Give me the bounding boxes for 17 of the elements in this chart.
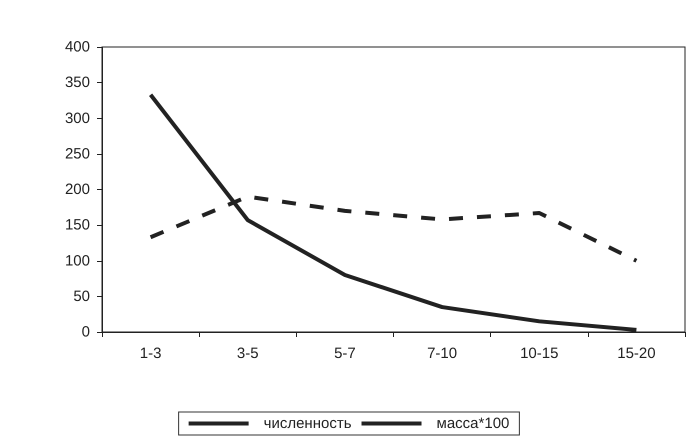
y-tick-label: 100 bbox=[64, 252, 90, 270]
x-tick-label: 5-7 bbox=[334, 345, 356, 362]
x-tick-label: 10-15 bbox=[520, 345, 558, 362]
x-tick-label: 7-10 bbox=[427, 345, 458, 362]
y-tick-label: 200 bbox=[64, 181, 90, 198]
legend-label: масса*100 bbox=[436, 415, 510, 432]
y-tick-label: 400 bbox=[64, 38, 90, 56]
x-tick-label: 15-20 bbox=[617, 345, 656, 362]
x-tick-label: 1-3 bbox=[140, 345, 162, 362]
y-tick-label: 250 bbox=[64, 145, 90, 162]
y-tick-label: 300 bbox=[64, 110, 90, 127]
y-tick-label: 150 bbox=[64, 216, 90, 234]
y-tick-label: 50 bbox=[73, 288, 90, 305]
legend-label: численность bbox=[264, 415, 352, 432]
y-tick-label: 0 bbox=[82, 324, 90, 340]
y-tick-label: 350 bbox=[64, 74, 90, 92]
x-tick-label: 3-5 bbox=[236, 345, 259, 362]
